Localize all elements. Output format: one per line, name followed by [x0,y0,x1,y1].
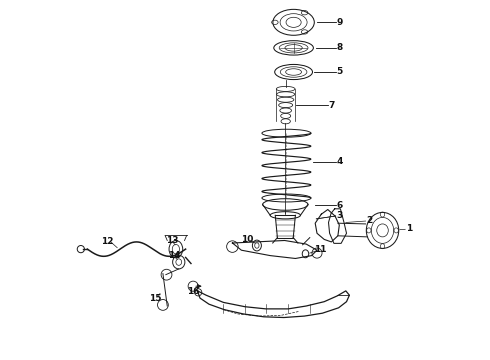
Text: 15: 15 [149,293,161,302]
Text: 16: 16 [187,287,199,296]
Text: 14: 14 [169,251,181,260]
Text: 9: 9 [336,18,343,27]
Text: 6: 6 [336,201,343,210]
Text: 13: 13 [166,236,178,245]
Text: 12: 12 [101,237,113,246]
Text: 8: 8 [336,43,343,52]
Text: 11: 11 [314,246,326,254]
Text: 1: 1 [406,224,412,233]
Text: 3: 3 [336,211,343,220]
Text: 4: 4 [336,158,343,166]
Text: 10: 10 [241,235,253,244]
Text: 5: 5 [336,68,343,77]
Text: 7: 7 [328,100,335,109]
Text: 2: 2 [366,216,372,225]
